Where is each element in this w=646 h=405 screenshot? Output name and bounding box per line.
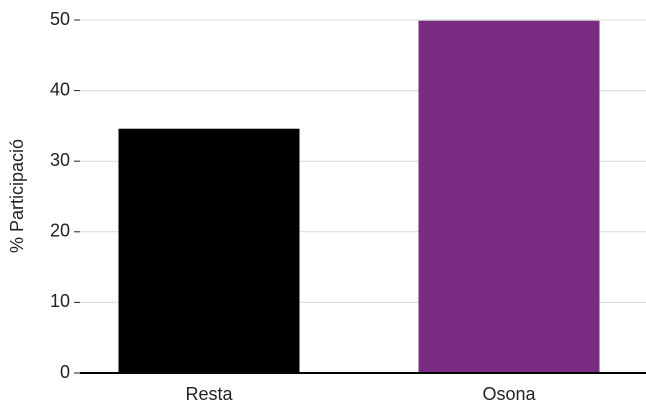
x-tick-label: Osona [482, 384, 536, 404]
y-axis-label: % Participació [7, 139, 27, 253]
bar [118, 128, 300, 373]
y-tick-label: 40 [50, 79, 70, 99]
bar [418, 20, 600, 374]
y-tick-label: 30 [50, 150, 70, 170]
y-tick-label: 10 [50, 291, 70, 311]
x-tick-label: Resta [185, 384, 233, 404]
y-tick-label: 20 [50, 221, 70, 241]
y-tick-label: 50 [50, 9, 70, 29]
y-tick-label: 0 [60, 362, 70, 382]
